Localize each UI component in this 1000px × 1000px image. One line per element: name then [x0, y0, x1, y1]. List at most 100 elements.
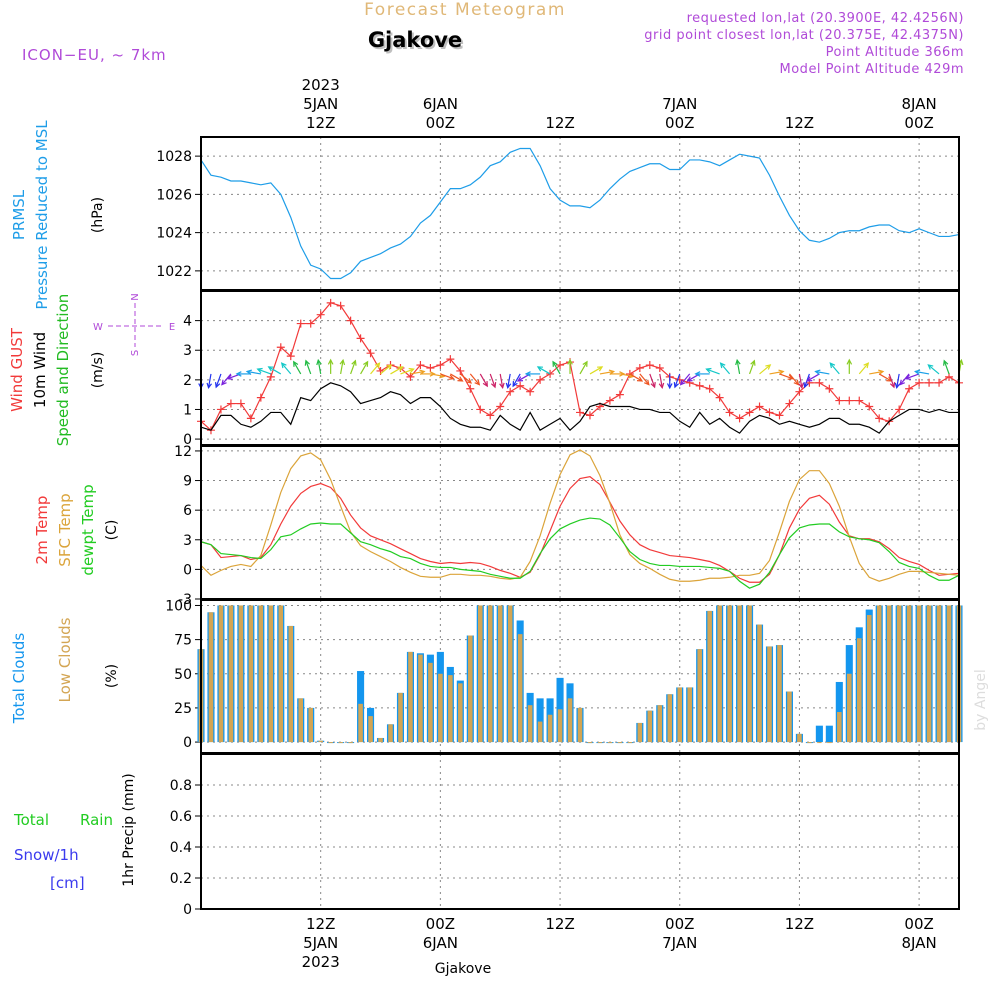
- top-time-label: 12Z: [306, 114, 335, 132]
- wind-direction-arrowhead: [293, 360, 299, 367]
- bottom-time-label: 5JAN: [303, 934, 338, 952]
- gust-marker: [536, 375, 545, 384]
- wind-direction-arrow: [370, 362, 381, 375]
- wind-panel: 0 1 2 3 4: [183, 290, 964, 448]
- wind-direction-arrow: [639, 373, 650, 386]
- top-time-label: 8JAN: [902, 95, 937, 113]
- low-cloud-bar: [368, 716, 373, 743]
- gust-marker: [246, 414, 255, 423]
- wind-direction-arrowhead: [214, 382, 221, 389]
- wind-gust-label: Wind GUST: [8, 327, 26, 412]
- station-title-shadow: Gjakove: [370, 30, 464, 54]
- gust-marker: [436, 361, 445, 370]
- wind-direction-arrow: [896, 373, 900, 388]
- wind-direction-arrow: [507, 373, 511, 388]
- wind-direction-arrowhead: [943, 359, 949, 366]
- low-cloud-bar: [607, 742, 613, 744]
- low-cloud-bar: [827, 742, 832, 744]
- gust-marker: [406, 372, 415, 381]
- wind-direction-arrow: [629, 373, 643, 382]
- wind-direction-arrow: [207, 373, 212, 388]
- low-cloud-bar: [926, 605, 932, 743]
- pressure-labels: PRMSL Pressure Reduced to MSL (hPa): [10, 120, 106, 310]
- wind-direction-arrowhead: [552, 360, 558, 367]
- gust-marker: [895, 405, 904, 414]
- low-cloud-bar: [238, 605, 244, 743]
- wind-direction-arrow: [410, 370, 425, 375]
- gust-marker: [695, 381, 704, 390]
- gust-marker: [476, 405, 485, 414]
- low-cloud-bar: [278, 605, 284, 743]
- wind-direction-arrowhead: [735, 358, 741, 366]
- low-clouds-label: Low Clouds: [56, 617, 74, 702]
- wind-direction-arrow: [680, 373, 691, 386]
- wind-direction-arrow: [878, 373, 892, 382]
- gust-marker: [845, 396, 854, 405]
- y-tick-label: 3: [183, 343, 192, 359]
- wind-direction-arrowhead: [899, 379, 905, 386]
- y-tick-label: 75: [174, 633, 192, 649]
- gust-marker: [645, 361, 654, 370]
- wind-direction-arrowhead: [267, 366, 274, 372]
- low-cloud-bar: [477, 605, 483, 743]
- wind-direction-arrow: [927, 364, 940, 375]
- wind-direction-arrow: [450, 373, 463, 382]
- wind-direction-arrowhead: [889, 382, 896, 389]
- low-cloud-bar: [597, 742, 603, 744]
- wind-direction-arrowhead: [582, 360, 588, 367]
- clouds-unit: (%): [104, 664, 120, 688]
- wind-direction-arrow: [268, 366, 282, 375]
- low-cloud-bar: [797, 733, 802, 743]
- wind-labels: Wind GUST 10m Wind Speed and Direction (…: [8, 293, 175, 446]
- precipitation-panel: 0 0.2 0.4 0.6 0.8: [170, 753, 960, 918]
- top-time-label: 7JAN: [662, 95, 697, 113]
- low-cloud-bar: [837, 712, 842, 743]
- wind-direction-arrowhead: [363, 360, 369, 367]
- low-cloud-bar: [737, 605, 742, 743]
- wind-direction-arrowhead: [386, 364, 393, 370]
- bottom-time-label: 12Z: [306, 915, 335, 933]
- wind-direction-arrowhead: [448, 374, 455, 380]
- wind-direction-arrowhead: [644, 379, 650, 386]
- y-tick-label: 1026: [156, 187, 192, 203]
- wind-direction-arrowhead: [803, 382, 809, 389]
- wind-direction-arrowhead: [636, 376, 644, 382]
- y-tick-label: 0: [183, 735, 192, 751]
- gust-marker: [446, 355, 455, 364]
- wind-direction-arrowhead: [765, 364, 772, 370]
- low-cloud-bar: [727, 605, 732, 743]
- wind-direction-arrow: [479, 373, 488, 387]
- wind-direction-arrowhead: [650, 382, 656, 389]
- requested-coords: requested lon,lat (20.3900E, 42.4256N): [687, 11, 964, 26]
- low-cloud-bar: [667, 694, 673, 743]
- wind-direction-arrowhead: [524, 371, 531, 377]
- wind-direction-arrow: [552, 361, 561, 375]
- low-cloud-bar: [298, 698, 304, 743]
- wind-direction-arrowhead: [806, 376, 813, 382]
- low-cloud-bar: [856, 638, 862, 743]
- wind-unit: (m/s): [90, 352, 106, 389]
- compass-rose: N W E S: [93, 293, 175, 356]
- y-tick-label: 3: [183, 533, 192, 549]
- gust-marker: [835, 396, 844, 405]
- low-cloud-bar: [587, 742, 593, 744]
- y-tick-label: 100: [165, 598, 192, 614]
- wind-direction-arrowhead: [351, 359, 357, 366]
- point-altitude: Point Altitude 366m: [826, 45, 964, 60]
- gust-marker: [416, 361, 425, 370]
- gust-marker: [715, 393, 724, 402]
- low-cloud-bar: [338, 742, 343, 744]
- low-cloud-bar: [847, 673, 852, 743]
- gust-marker: [356, 334, 365, 343]
- low-cloud-bar: [747, 605, 752, 743]
- gust-marker: [426, 364, 435, 372]
- y-tick-label: 6: [183, 503, 192, 519]
- gust-marker: [745, 408, 754, 417]
- wind-direction-arrow: [440, 373, 454, 380]
- gust-marker: [755, 402, 764, 411]
- y-tick-label: 0.8: [170, 778, 192, 794]
- model-point-altitude: Model Point Altitude 429m: [780, 62, 964, 77]
- wind-direction-arrowhead: [686, 376, 693, 382]
- precip-rain-label: Rain: [80, 811, 113, 829]
- low-cloud-bar: [428, 662, 433, 743]
